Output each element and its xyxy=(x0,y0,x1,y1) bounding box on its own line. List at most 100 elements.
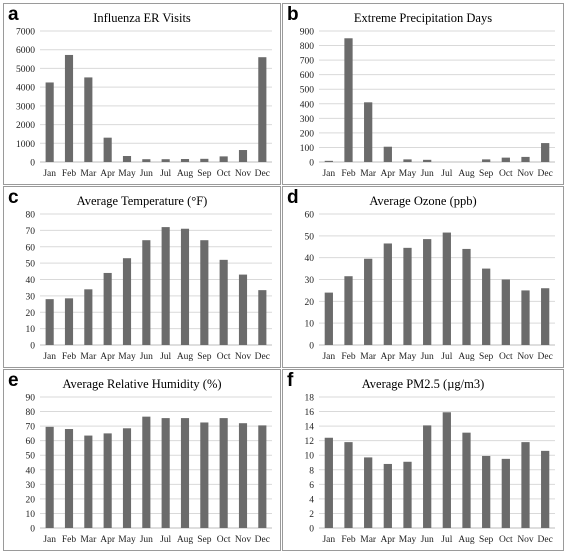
bar xyxy=(541,143,550,162)
bar xyxy=(462,248,471,345)
x-tick-label: Mar xyxy=(80,169,97,179)
bar xyxy=(324,292,333,345)
chart-svg: 0 100 200 300 400 500 600 700 800 900 Jan Feb Mar Apr… xyxy=(300,28,555,179)
bar xyxy=(482,455,491,528)
x-tick-label: Nov xyxy=(517,352,534,362)
panel-letter: d xyxy=(287,187,299,208)
bar xyxy=(84,435,93,528)
y-tick-label: 0 xyxy=(30,159,35,169)
panel-letter: c xyxy=(8,187,19,208)
x-tick-label: Jul xyxy=(441,352,452,362)
bar xyxy=(501,458,510,528)
x-tick-label: Jun xyxy=(140,352,153,362)
y-tick-label: 50 xyxy=(26,452,36,462)
bar xyxy=(122,258,132,345)
bar xyxy=(200,240,209,345)
y-tick-label: 8 xyxy=(309,466,314,476)
y-tick-label: 30 xyxy=(26,481,36,491)
y-tick-label: 90 xyxy=(26,394,36,404)
x-tick-label: Oct xyxy=(217,169,231,179)
panel-letter: a xyxy=(8,4,19,25)
panel-letter: e xyxy=(8,370,19,391)
bar xyxy=(161,159,170,162)
y-tick-label: 900 xyxy=(300,28,315,38)
x-tick-label: Apr xyxy=(100,169,116,179)
x-tick-label: Nov xyxy=(235,352,252,362)
bar xyxy=(64,54,74,162)
panel-e: e Average Relative Humidity (%) 0 10 20 30 4… xyxy=(3,369,281,551)
bar xyxy=(238,423,248,528)
bar xyxy=(383,463,392,528)
x-tick-label: Feb xyxy=(62,352,77,362)
bar xyxy=(238,150,248,162)
x-tick-label: Jul xyxy=(441,535,452,545)
chart-title: Average Temperature (°F) xyxy=(76,194,208,208)
bar xyxy=(142,159,151,162)
y-tick-label: 70 xyxy=(26,423,36,433)
bar xyxy=(142,240,151,345)
y-tick-label: 4000 xyxy=(16,84,35,94)
bar xyxy=(423,159,432,162)
y-tick-label: 100 xyxy=(300,144,315,154)
bar xyxy=(258,425,267,528)
bar xyxy=(238,274,248,345)
y-tick-label: 80 xyxy=(26,211,36,221)
bar xyxy=(219,418,228,528)
bar xyxy=(364,258,373,345)
bar xyxy=(482,268,491,345)
x-tick-label: Dec xyxy=(538,169,553,179)
x-tick-label: Dec xyxy=(538,535,553,545)
y-tick-label: 60 xyxy=(26,243,36,253)
x-tick-label: May xyxy=(118,535,136,545)
y-tick-label: 40 xyxy=(26,466,36,476)
bar xyxy=(200,158,209,162)
x-tick-label: Dec xyxy=(255,352,270,362)
x-tick-label: Jan xyxy=(43,169,56,179)
x-tick-label: Jul xyxy=(160,169,171,179)
bar xyxy=(142,416,151,528)
x-tick-label: Apr xyxy=(100,535,116,545)
x-tick-label: Dec xyxy=(538,352,553,362)
y-tick-label: 80 xyxy=(26,408,36,418)
bar xyxy=(45,299,54,345)
panel-c: c Average Temperature (°F) 0 10 20 30 40 50 60… xyxy=(3,186,281,368)
y-tick-label: 0 xyxy=(309,159,314,169)
bar xyxy=(103,137,112,162)
bar xyxy=(383,146,392,162)
chart-title: Average Relative Humidity (%) xyxy=(62,377,222,391)
x-tick-label: Jun xyxy=(421,169,434,179)
y-tick-label: 2 xyxy=(309,510,314,520)
y-tick-label: 40 xyxy=(305,254,315,264)
x-tick-label: Apr xyxy=(380,169,396,179)
x-tick-label: May xyxy=(399,169,417,179)
y-tick-label: 7000 xyxy=(16,28,35,38)
x-tick-label: Nov xyxy=(517,169,534,179)
y-tick-label: 0 xyxy=(309,342,314,352)
chart-title: Average Ozone (ppb) xyxy=(369,194,477,208)
y-tick-label: 12 xyxy=(305,437,315,447)
y-tick-label: 3000 xyxy=(16,102,35,112)
bar xyxy=(324,160,333,162)
bar xyxy=(45,82,54,162)
chart-svg: 0 2 4 6 8 10 12 14 16 18 Jan Feb Mar Apr May Jun Jul Aug S… xyxy=(305,394,555,545)
y-tick-label: 700 xyxy=(300,57,315,67)
x-tick-label: Sep xyxy=(197,352,212,362)
y-tick-label: 50 xyxy=(305,232,315,242)
bar xyxy=(541,450,550,528)
chart-title: Influenza ER Visits xyxy=(93,11,191,25)
x-tick-label: Jun xyxy=(421,535,434,545)
x-tick-label: Aug xyxy=(177,352,194,362)
bar xyxy=(541,288,550,345)
y-tick-label: 300 xyxy=(300,115,315,125)
x-tick-label: Jan xyxy=(322,169,335,179)
bar xyxy=(364,102,373,162)
x-tick-label: Nov xyxy=(517,535,534,545)
bar xyxy=(45,426,54,528)
x-tick-label: Sep xyxy=(197,535,212,545)
bar xyxy=(482,159,491,162)
x-tick-label: May xyxy=(118,169,136,179)
y-tick-label: 16 xyxy=(305,408,315,418)
x-tick-label: Apr xyxy=(100,352,116,362)
y-tick-label: 18 xyxy=(305,394,315,404)
